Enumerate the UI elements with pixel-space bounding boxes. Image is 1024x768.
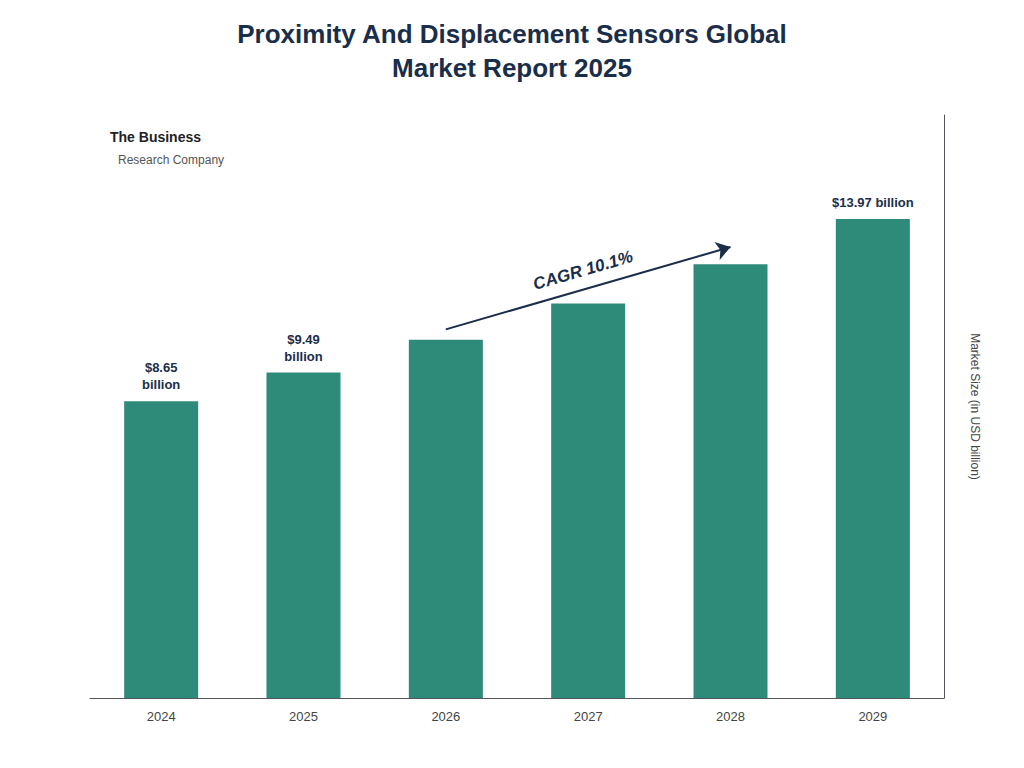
svg-text:2029: 2029 [858, 709, 887, 724]
svg-text:2026: 2026 [431, 709, 460, 724]
svg-text:CAGR 10.1%: CAGR 10.1% [531, 247, 635, 294]
svg-text:$9.49: $9.49 [287, 332, 320, 347]
svg-text:$8.65: $8.65 [145, 360, 178, 375]
svg-text:Market Size (in USD billion): Market Size (in USD billion) [968, 333, 982, 480]
svg-text:2024: 2024 [147, 709, 176, 724]
svg-text:Market Report 2025: Market Report 2025 [392, 53, 632, 83]
svg-text:2027: 2027 [574, 709, 603, 724]
svg-text:$13.97 billion: $13.97 billion [832, 195, 914, 210]
svg-text:Proximity And Displacement Sen: Proximity And Displacement Sensors Globa… [237, 19, 787, 49]
svg-text:2025: 2025 [289, 709, 318, 724]
svg-text:billion: billion [284, 349, 322, 364]
svg-text:2028: 2028 [716, 709, 745, 724]
svg-text:The Business: The Business [110, 129, 201, 145]
svg-text:Research Company: Research Company [118, 153, 224, 167]
svg-text:billion: billion [142, 377, 180, 392]
